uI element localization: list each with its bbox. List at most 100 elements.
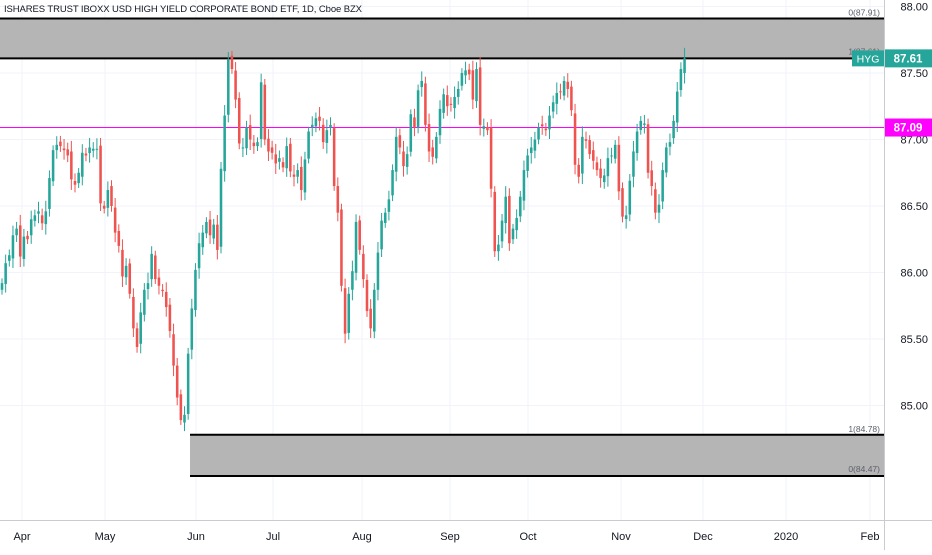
candle-body (161, 289, 164, 292)
candle-body (230, 55, 234, 70)
candle-body (376, 252, 380, 290)
candle-body (577, 164, 580, 177)
candle-body (562, 80, 566, 96)
candle-body (172, 334, 175, 366)
candle-body (18, 225, 22, 257)
candle-body (227, 59, 230, 115)
candle-body (91, 148, 95, 151)
candle-body (237, 98, 241, 144)
candle-body (467, 69, 471, 75)
candle-body (303, 159, 307, 193)
candle-body (464, 70, 467, 76)
candle-body (566, 81, 570, 89)
candle-body (110, 186, 113, 206)
candle-body (424, 83, 427, 125)
candle-body (310, 124, 314, 128)
candle-body (175, 365, 179, 398)
candle-body (559, 91, 562, 93)
candle-body (672, 120, 675, 139)
candle-body (11, 235, 15, 259)
candle-body (588, 140, 591, 155)
candle-body (55, 144, 59, 151)
y-tick-label: 86.50 (900, 201, 928, 213)
candle-body (95, 148, 99, 150)
x-tick-label: Apr (13, 531, 30, 543)
x-tick-label: Oct (519, 531, 536, 543)
candle-body (245, 127, 248, 149)
horizontal-level-tag-label: 87.09 (894, 123, 923, 135)
candle-body (431, 147, 434, 157)
candle-body (602, 175, 606, 183)
y-tick-label: 86.00 (900, 268, 928, 280)
candle-body (595, 162, 599, 171)
candle-body (281, 162, 285, 168)
y-tick-label: 87.50 (900, 68, 928, 80)
candle-body (106, 190, 110, 208)
candle-body (88, 147, 91, 154)
candle-body (208, 219, 212, 236)
candle-body (84, 153, 88, 156)
candle-body (296, 170, 299, 177)
candle-body (33, 215, 37, 221)
candle-body (398, 135, 402, 148)
candle-body (413, 117, 416, 128)
candle-body (635, 131, 639, 154)
candle-body (241, 147, 245, 149)
candle-body (402, 151, 405, 167)
candle-body (183, 414, 186, 423)
candle-body (15, 228, 18, 236)
candle-body (573, 113, 577, 165)
candle-body (427, 124, 431, 152)
candle-body (646, 124, 650, 173)
candle-body (497, 244, 500, 252)
candle-body (329, 124, 332, 128)
candle-body (540, 124, 544, 127)
candle-body (613, 144, 617, 159)
candle-body (548, 115, 551, 130)
candle-body (37, 211, 40, 214)
candle-body (259, 82, 263, 139)
candle-body (99, 145, 102, 204)
candle-body (197, 243, 201, 269)
candle-body (679, 69, 683, 91)
candle-body (62, 148, 66, 151)
y-tick-label: 85.50 (900, 334, 928, 346)
price-scale-background (885, 0, 932, 520)
candle-body (270, 147, 274, 153)
candle-body (256, 142, 259, 147)
candle-body (135, 328, 139, 347)
candle-body (314, 118, 318, 127)
candle-body (570, 86, 573, 111)
candle-body (519, 196, 522, 217)
candle-body (624, 215, 628, 220)
candle-body (500, 220, 504, 242)
candle-body (420, 80, 424, 88)
candle-body (380, 220, 383, 250)
x-tick-label: Jun (187, 531, 205, 543)
x-tick-label: May (95, 531, 116, 543)
candle-body (289, 143, 292, 172)
candle-body (278, 158, 281, 162)
candle-body (325, 130, 329, 143)
candle-body (610, 155, 613, 157)
candle-body (8, 255, 11, 261)
candle-body (351, 271, 354, 290)
candle-body (533, 139, 537, 151)
candle-body (121, 249, 124, 277)
candle-body (362, 253, 365, 280)
last-price-tag (885, 49, 932, 68)
candle-body (219, 168, 223, 247)
candle-body (544, 128, 548, 131)
candle-body (639, 120, 643, 130)
candle-body (139, 312, 142, 344)
candle-body (482, 126, 486, 129)
candle-body (179, 394, 183, 421)
candle-body (77, 172, 80, 184)
x-tick-label: Jul (266, 531, 280, 543)
candle-body (234, 70, 237, 100)
x-tick-label: Nov (611, 531, 631, 543)
candle-body (683, 58, 686, 73)
candle-body (526, 155, 529, 171)
